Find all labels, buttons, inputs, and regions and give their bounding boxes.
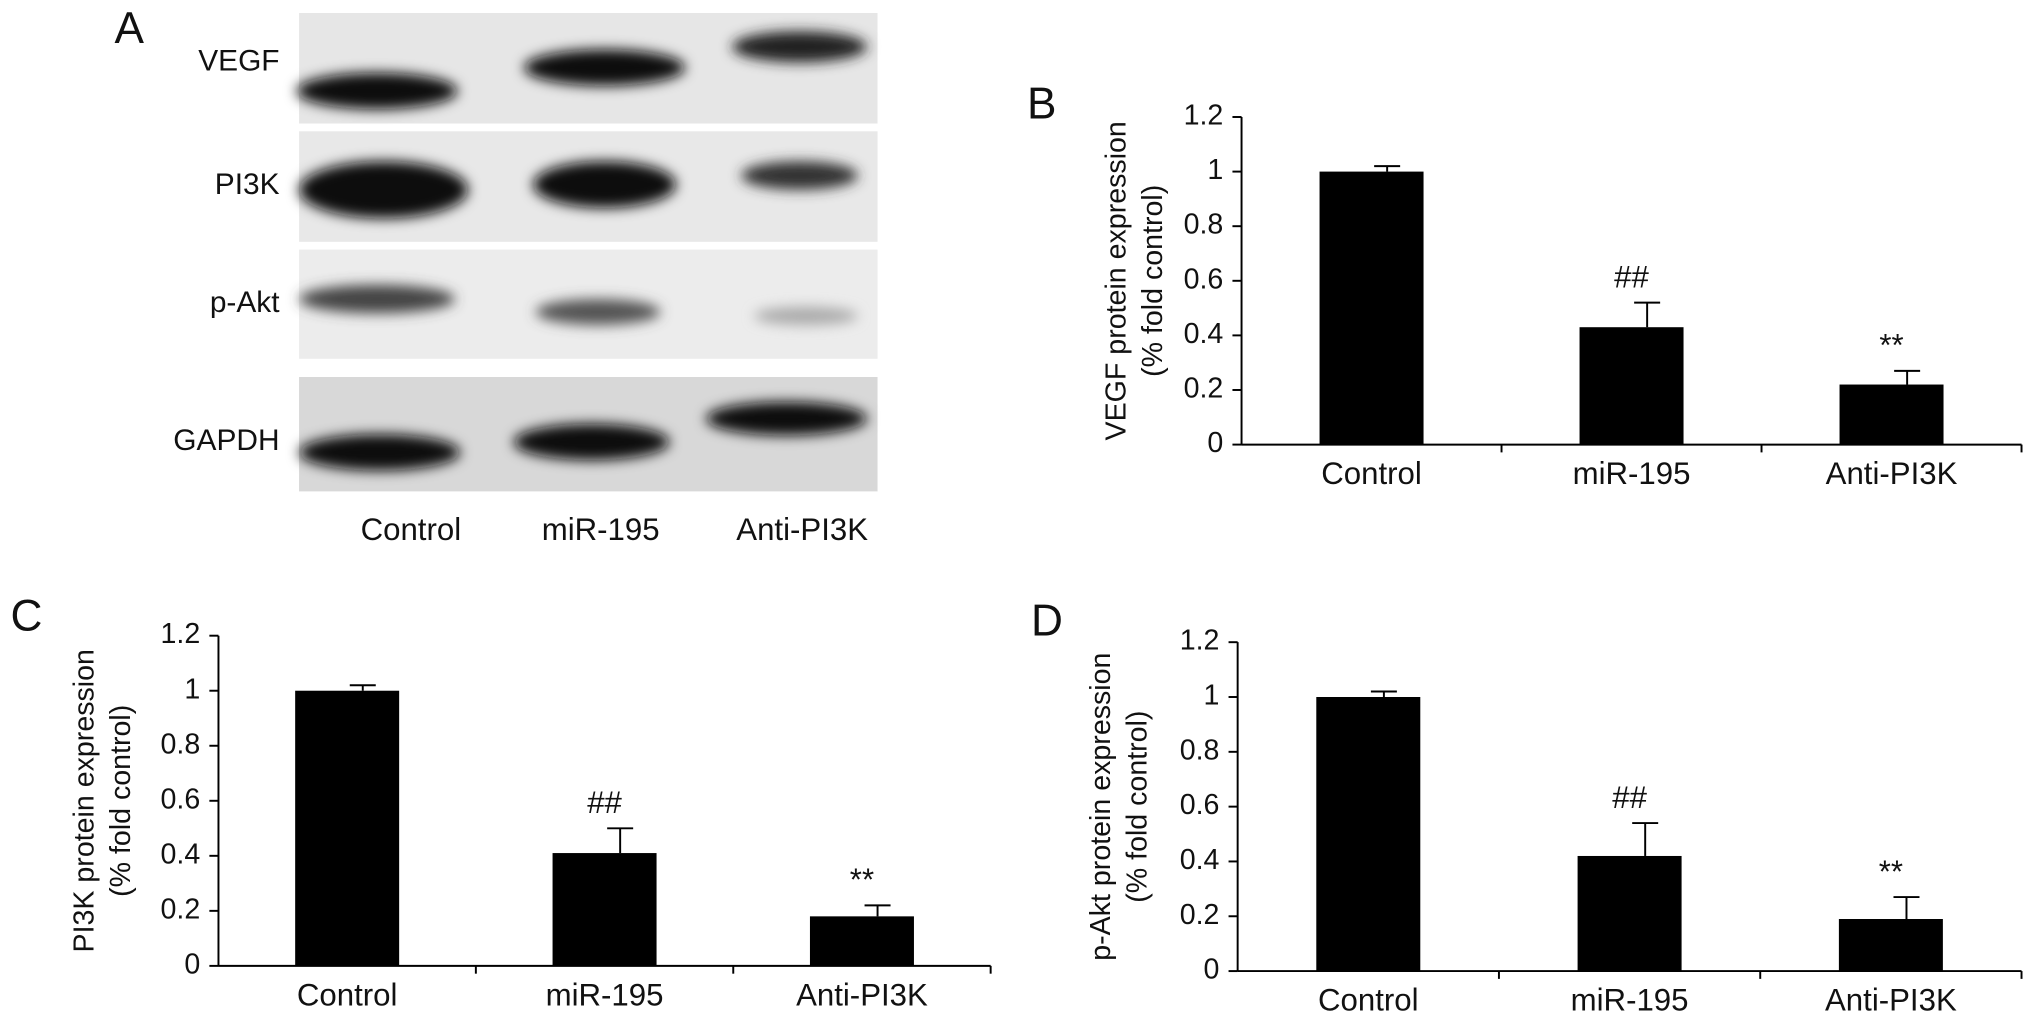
band xyxy=(513,423,670,461)
blot-lane-label: miR-195 xyxy=(542,512,660,547)
blot-lane-label: Anti-PI3K xyxy=(736,512,868,547)
x-tick-label: Anti-PI3K xyxy=(1825,983,1957,1018)
significance-marker: ** xyxy=(850,862,874,897)
bar xyxy=(552,853,657,966)
y-axis-label: PI3K protein expression xyxy=(68,649,100,952)
x-tick-label: Control xyxy=(1318,983,1419,1018)
y-tick-label: 1 xyxy=(184,673,200,705)
x-tick-label: Anti-PI3K xyxy=(796,977,928,1012)
y-tick-label: 1 xyxy=(1204,680,1220,712)
panel-label: C xyxy=(10,591,42,640)
y-tick-label: 0 xyxy=(184,948,200,980)
panel-label: B xyxy=(1027,79,1056,128)
x-tick-label: Control xyxy=(1321,456,1422,491)
y-axis-label: (% fold control) xyxy=(105,705,137,897)
x-tick-label: Anti-PI3K xyxy=(1826,456,1958,491)
y-tick-label: 0.2 xyxy=(1184,373,1224,405)
x-tick-label: Control xyxy=(297,977,398,1012)
significance-marker: ## xyxy=(1612,780,1647,815)
panel-label: A xyxy=(114,4,144,53)
blot-row-label: VEGF xyxy=(198,44,279,77)
band xyxy=(299,284,456,314)
band xyxy=(523,49,686,86)
y-tick-label: 0.2 xyxy=(1180,899,1220,931)
y-tick-label: 1.2 xyxy=(1184,100,1224,132)
band xyxy=(533,161,677,208)
bar xyxy=(809,916,914,966)
y-tick-label: 0.8 xyxy=(1180,734,1220,766)
band xyxy=(741,161,859,190)
blot-row-label: p-Akt xyxy=(210,286,280,319)
y-tick-label: 0.6 xyxy=(1184,263,1224,295)
significance-marker: ## xyxy=(587,785,622,820)
y-tick-label: 1.2 xyxy=(1180,625,1220,657)
bar xyxy=(1839,384,1944,445)
x-tick-label: miR-195 xyxy=(1571,983,1689,1018)
band xyxy=(754,306,859,325)
y-tick-label: 0.2 xyxy=(161,893,201,925)
band xyxy=(705,401,868,436)
blot-row-label: GAPDH xyxy=(173,424,279,457)
western-blot xyxy=(296,12,878,492)
y-axis-label: VEGF protein expression xyxy=(1101,121,1133,440)
x-tick-label: miR-195 xyxy=(1573,456,1691,491)
y-tick-label: 0.4 xyxy=(161,838,201,870)
bar xyxy=(295,690,400,966)
y-tick-label: 0.4 xyxy=(1184,318,1224,350)
y-tick-label: 0.6 xyxy=(161,783,201,815)
x-tick-label: miR-195 xyxy=(546,977,664,1012)
blot-lane-label: Control xyxy=(361,512,462,547)
blot-row-label: PI3K xyxy=(215,168,280,201)
y-tick-label: 1 xyxy=(1207,154,1223,186)
y-tick-label: 0.8 xyxy=(1184,209,1224,241)
y-tick-label: 0 xyxy=(1207,427,1223,459)
y-tick-label: 0.6 xyxy=(1180,789,1220,821)
bar xyxy=(1579,327,1684,445)
significance-marker: ## xyxy=(1614,259,1649,294)
y-tick-label: 0.4 xyxy=(1180,844,1220,876)
y-tick-label: 1.2 xyxy=(161,618,201,650)
significance-marker: ** xyxy=(1879,854,1903,889)
band xyxy=(731,31,868,63)
panel-label: D xyxy=(1031,597,1063,646)
y-tick-label: 0 xyxy=(1204,954,1220,986)
bar xyxy=(1577,855,1682,972)
bar xyxy=(1319,171,1424,445)
band xyxy=(299,434,461,471)
band xyxy=(535,298,661,325)
y-tick-label: 0.8 xyxy=(161,728,201,760)
y-axis-label: (% fold control) xyxy=(1121,711,1153,903)
bar xyxy=(1838,919,1943,972)
y-axis-label: p-Akt protein expression xyxy=(1085,653,1117,961)
bar xyxy=(1316,697,1421,972)
band xyxy=(299,161,469,219)
y-axis-label: (% fold control) xyxy=(1137,185,1169,377)
band xyxy=(296,72,458,110)
significance-marker: ** xyxy=(1879,328,1903,363)
